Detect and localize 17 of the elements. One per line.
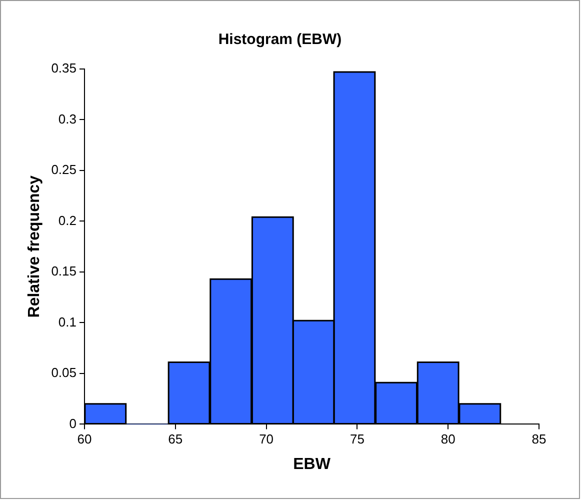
x-tick-label: 70 [259,432,274,447]
y-tick-label: 0.25 [51,162,76,178]
x-tick-label: 75 [350,432,364,447]
chart-title: Histogram (EBW) [218,31,342,48]
x-tick-label: 85 [532,432,546,447]
y-tick-label: 0.2 [58,212,76,228]
x-tick-label: 80 [440,432,456,447]
x-tick-label: 65 [168,432,183,447]
y-tick-label: 0.3 [58,111,76,126]
x-tick-label: 60 [77,432,92,447]
y-tick-label: 0.15 [51,264,76,279]
y-tick-label: 0.05 [51,365,76,380]
y-tick-label: 0 [69,416,76,431]
x-axis-title: EBW [293,456,332,473]
y-tick-label: 0.35 [51,60,76,76]
y-tick-label: 0.1 [58,314,76,330]
y-axis-title: Relative frequency [26,175,44,318]
